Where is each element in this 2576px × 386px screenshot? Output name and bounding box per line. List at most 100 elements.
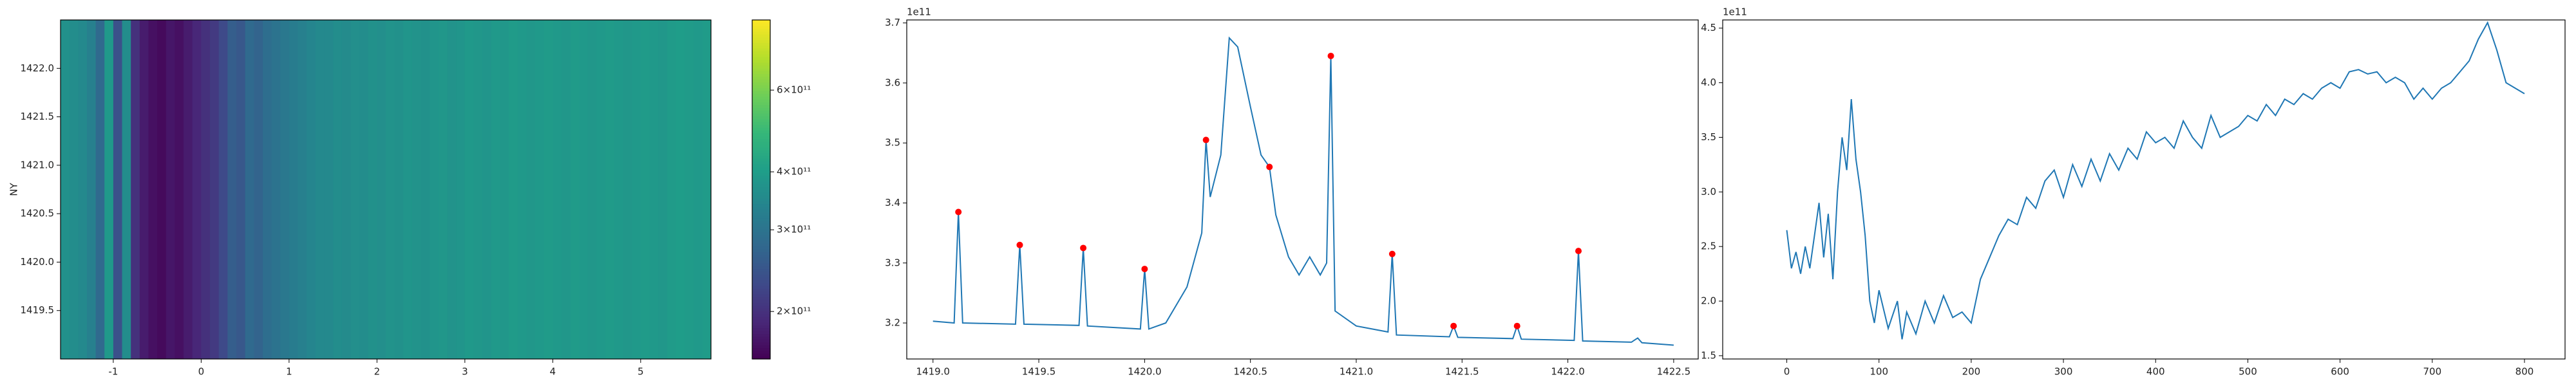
x-tick-label: 1419.0 [916,366,950,378]
colorbar-swatch [752,201,770,205]
colorbar-swatch [752,87,770,91]
colorbar-swatch [752,59,770,63]
colorbar-swatch [752,130,770,134]
colorbar-swatch [752,268,770,272]
colorbar-swatch [752,277,770,280]
heatmap-column [368,20,377,359]
heatmap-column [658,20,668,359]
colorbar-swatch [752,183,770,187]
colorbar-swatch [752,144,770,148]
y-tick-label: 1422.0 [21,62,55,74]
colorbar-swatch [752,220,770,224]
colorbar-swatch [752,158,770,162]
colorbar-swatch [752,262,770,266]
colorbar-swatch [752,147,770,151]
colorbar-swatch [752,82,770,86]
heatmap-column [447,20,457,359]
heatmap-column [685,20,694,359]
colorbar-swatch [752,116,770,120]
peak-marker [1266,163,1273,170]
colorbar-swatch [752,217,770,221]
colorbar-swatch [752,198,770,201]
heatmap-column [280,20,290,359]
heatmap-column [218,20,228,359]
y-tick-label: 1421.5 [21,111,55,122]
colorbar-swatch [752,345,770,349]
colorbar-swatch [752,28,770,32]
heatmap-column [587,20,598,359]
colorbar-swatch [752,237,770,241]
x-tick-label: 1 [286,366,292,378]
colorbar-swatch [752,31,770,35]
colorbar-swatch [752,150,770,154]
y-tick-label: 3.4 [885,197,900,208]
heatmap-column [184,20,193,359]
peak-marker [955,208,962,216]
colorbar-swatch [752,181,770,185]
colorbar-swatch [752,53,770,57]
heatmap-column [491,20,500,359]
colorbar-swatch [752,234,770,238]
colorbar-swatch [752,271,770,275]
colorbar-swatch [752,240,770,244]
heatmap-column [623,20,632,359]
heatmap-column [438,20,448,359]
y-tick-label: 1.5 [1701,349,1716,361]
colorbar-swatch [752,353,770,357]
colorbar-swatch [752,163,770,167]
colorbar-frame [752,19,771,360]
colorbar-swatch [752,232,770,235]
heatmap-column [148,20,158,359]
heatmap-column [386,20,395,359]
x-tick-label: -1 [108,366,118,378]
heatmap-column [201,20,211,359]
axes-frame [906,19,1699,360]
heatmap-column [614,20,624,359]
heatmap-column [526,20,536,359]
colorbar-swatch [752,96,770,100]
colorbar-swatch [752,98,770,102]
y-tick-label: 3.5 [1701,131,1716,143]
heatmap-column [192,20,202,359]
x-tick-label: 300 [2054,366,2073,378]
heatmap-column [596,20,606,359]
heatmap-column [421,20,430,359]
colorbar-swatch [752,48,770,51]
colorbar-swatch [752,266,770,270]
colorbar-swatch [752,104,770,108]
x-tick-label: 0 [198,366,205,378]
y-offset-label: 1e11 [907,6,931,18]
colorbar-swatch [752,308,770,311]
colorbar-swatch [752,39,770,43]
colorbar-swatch [752,37,770,41]
heatmap-column [175,20,184,359]
colorbar-swatch [752,73,770,77]
x-tick-label: 3 [462,366,468,378]
colorbar-swatch [752,209,770,213]
colorbar-swatch [752,257,770,261]
colorbar-swatch [752,317,770,320]
heatmap-column [245,20,254,359]
peak-marker [1016,241,1023,248]
colorbar-swatch [752,169,770,173]
colorbar-swatch [752,161,770,165]
colorbar-swatch [752,215,770,219]
x-tick-label: 1419.5 [1022,366,1056,378]
x-tick-label: 0 [1784,366,1790,378]
colorbar-swatch [752,252,770,255]
colorbar-swatch [752,347,770,351]
heatmap-column [95,20,105,359]
colorbar-swatch [752,291,770,295]
axes-frame [60,19,712,360]
x-tick-label: 1422.0 [1551,366,1585,378]
peak-marker [1327,52,1334,59]
colorbar-swatch [752,127,770,131]
heatmap-column [482,20,492,359]
colorbar-swatch [752,178,770,181]
colorbar-swatch [752,42,770,46]
colorbar-swatch [752,33,770,37]
colorbar-swatch [752,212,770,216]
y-tick-label: 4.0 [1701,77,1716,88]
colorbar-swatch [752,305,770,309]
